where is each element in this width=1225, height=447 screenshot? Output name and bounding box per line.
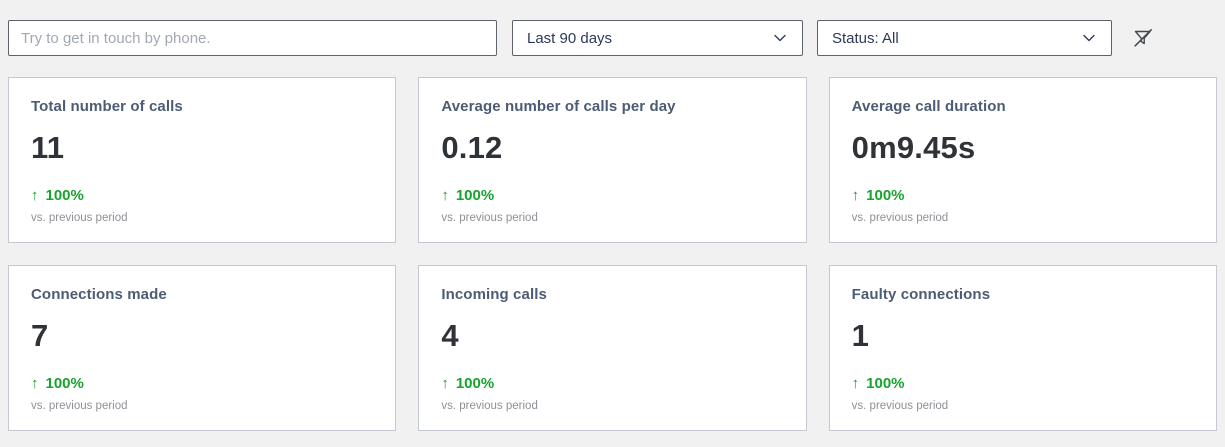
metric-value: 4: [441, 318, 459, 353]
metric-title: Connections made: [31, 286, 167, 303]
status-dropdown[interactable]: Status: All: [817, 20, 1112, 56]
metric-comparison: vs. previous period: [31, 400, 128, 412]
date-range-dropdown[interactable]: Last 90 days: [512, 20, 803, 56]
metric-card-faulty-connections: Faulty connections 1 ↑ 100% vs. previous…: [828, 265, 1217, 431]
arrow-up-icon: ↑: [851, 375, 860, 392]
metric-card-connections-made: Connections made 7 ↑ 100% vs. previous p…: [8, 265, 397, 431]
trend-percent: 100%: [45, 187, 84, 204]
arrow-up-icon: ↑: [31, 375, 39, 392]
chevron-down-icon: [772, 30, 788, 46]
status-value: Status: All: [832, 29, 899, 47]
trend-percent: 100%: [45, 375, 84, 392]
metric-card-avg-call-duration: Average call duration 0m9.45s ↑ 100% vs.…: [828, 77, 1217, 243]
metric-title: Average number of calls per day: [441, 98, 676, 115]
arrow-up-icon: ↑: [441, 187, 449, 204]
filter-bar: Last 90 days Status: All: [8, 0, 1217, 56]
filter-off-icon: [1132, 27, 1154, 49]
clear-filters-button[interactable]: [1129, 24, 1157, 52]
arrow-up-icon: ↑: [441, 375, 449, 392]
metric-comparison: vs. previous period: [851, 212, 949, 224]
trend-percent: 100%: [455, 187, 495, 204]
phone-search-input[interactable]: [8, 20, 497, 56]
metric-value: 1: [851, 318, 870, 353]
metric-trend: ↑ 100%: [31, 187, 373, 204]
metric-value: 0m9.45s: [851, 130, 976, 165]
metric-value: 11: [31, 130, 65, 165]
metric-card-avg-calls-per-day: Average number of calls per day 0.12 ↑ 1…: [418, 77, 807, 243]
metric-card-total-calls: Total number of calls 11 ↑ 100% vs. prev…: [8, 77, 397, 243]
metric-title: Faulty connections: [851, 286, 991, 303]
metric-value: 0.12: [441, 130, 503, 165]
date-range-value: Last 90 days: [527, 29, 613, 47]
metric-trend: ↑ 100%: [31, 375, 373, 392]
metric-comparison: vs. previous period: [441, 400, 538, 412]
metric-title: Incoming calls: [441, 286, 547, 303]
metric-value: 7: [31, 318, 49, 353]
metrics-grid: Total number of calls 11 ↑ 100% vs. prev…: [8, 77, 1217, 431]
metric-title: Average call duration: [851, 98, 1006, 115]
metric-trend: ↑ 100%: [441, 375, 783, 392]
chevron-down-icon: [1081, 30, 1097, 46]
metric-trend: ↑ 100%: [441, 187, 783, 204]
arrow-up-icon: ↑: [31, 187, 39, 204]
metric-trend: ↑ 100%: [852, 375, 1194, 392]
metric-title: Total number of calls: [31, 98, 183, 115]
metric-card-incoming-calls: Incoming calls 4 ↑ 100% vs. previous per…: [418, 265, 807, 431]
metric-comparison: vs. previous period: [851, 400, 949, 412]
trend-percent: 100%: [455, 375, 495, 392]
arrow-up-icon: ↑: [851, 187, 860, 204]
metric-comparison: vs. previous period: [31, 212, 128, 224]
dashboard-page: Last 90 days Status: All: [8, 0, 1217, 431]
trend-percent: 100%: [866, 375, 905, 392]
metric-trend: ↑ 100%: [852, 187, 1194, 204]
metric-comparison: vs. previous period: [441, 212, 538, 224]
trend-percent: 100%: [866, 187, 905, 204]
